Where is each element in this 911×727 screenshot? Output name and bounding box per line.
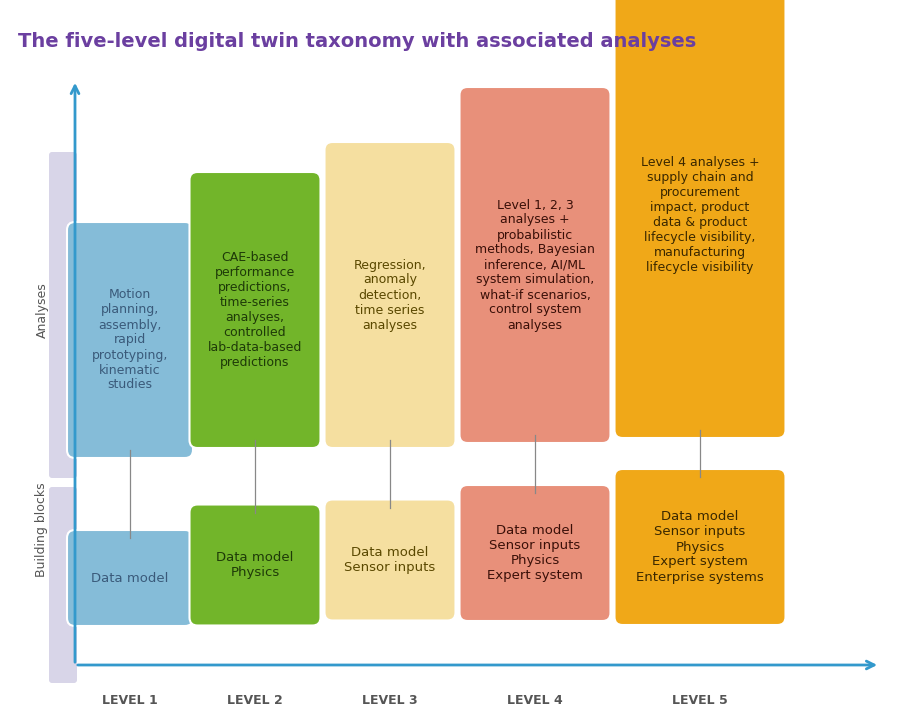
Text: Data model: Data model [91, 571, 169, 585]
Text: The five-level digital twin taxonomy with associated analyses: The five-level digital twin taxonomy wit… [18, 32, 695, 51]
Text: Level 1, 2, 3
analyses +
probabilistic
methods, Bayesian
inference, AI/ML
system: Level 1, 2, 3 analyses + probabilistic m… [475, 198, 594, 332]
Text: Building blocks: Building blocks [36, 483, 48, 577]
Text: Data model
Sensor inputs
Physics
Expert system
Enterprise systems: Data model Sensor inputs Physics Expert … [636, 510, 763, 584]
Text: LEVEL 1: LEVEL 1 [102, 694, 158, 707]
FancyBboxPatch shape [189, 172, 320, 448]
Text: LEVEL 5: LEVEL 5 [671, 694, 727, 707]
FancyBboxPatch shape [459, 485, 609, 621]
Text: Motion
planning,
assembly,
rapid
prototyping,
kinematic
studies: Motion planning, assembly, rapid prototy… [92, 289, 168, 392]
FancyBboxPatch shape [324, 142, 455, 448]
FancyBboxPatch shape [614, 0, 784, 438]
FancyBboxPatch shape [49, 152, 77, 478]
Text: LEVEL 4: LEVEL 4 [507, 694, 562, 707]
Text: Regression,
anomaly
detection,
time series
analyses: Regression, anomaly detection, time seri… [353, 259, 425, 332]
FancyBboxPatch shape [67, 530, 193, 626]
Text: Level 4 analyses +
supply chain and
procurement
impact, product
data & product
l: Level 4 analyses + supply chain and proc… [640, 156, 759, 274]
Text: Data model
Physics: Data model Physics [216, 551, 293, 579]
Text: Data model
Sensor inputs: Data model Sensor inputs [344, 546, 435, 574]
Text: Analyses: Analyses [36, 282, 48, 338]
Text: CAE-based
performance
predictions,
time-series
analyses,
controlled
lab-data-bas: CAE-based performance predictions, time-… [208, 251, 302, 369]
FancyBboxPatch shape [324, 499, 455, 621]
FancyBboxPatch shape [614, 469, 784, 625]
FancyBboxPatch shape [49, 487, 77, 683]
FancyBboxPatch shape [67, 222, 193, 458]
FancyBboxPatch shape [189, 505, 320, 625]
FancyBboxPatch shape [459, 87, 609, 443]
Text: Data model
Sensor inputs
Physics
Expert system: Data model Sensor inputs Physics Expert … [486, 524, 582, 582]
Text: LEVEL 2: LEVEL 2 [227, 694, 282, 707]
Text: LEVEL 3: LEVEL 3 [362, 694, 417, 707]
